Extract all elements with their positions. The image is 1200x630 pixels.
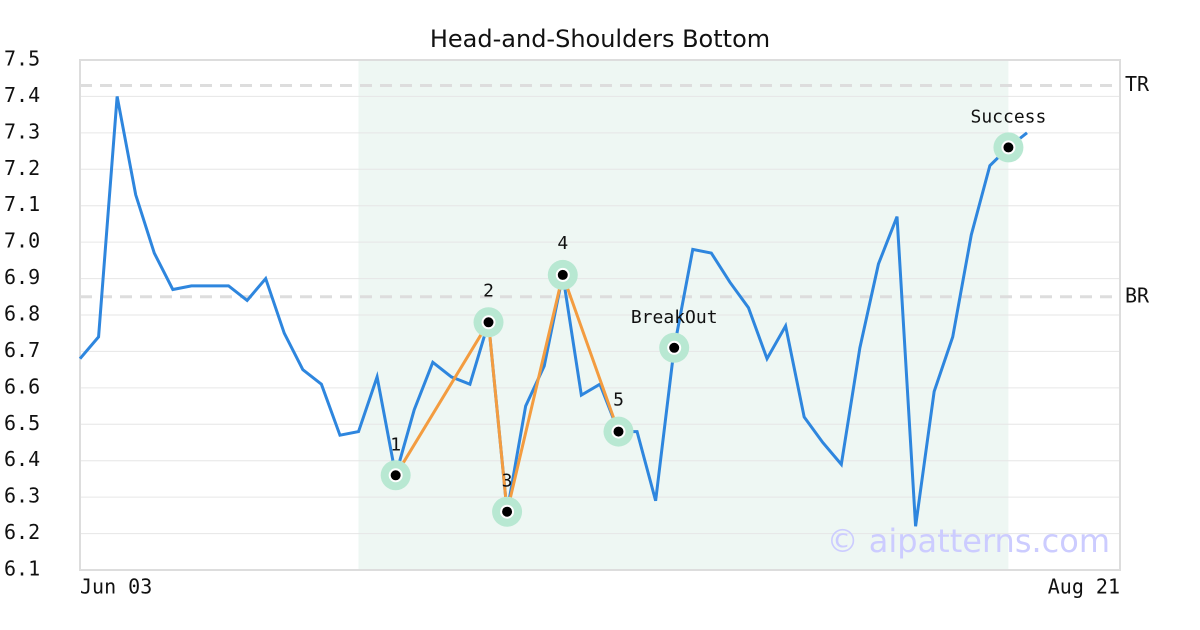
- point-dot: [481, 315, 496, 330]
- x-tick-label: Jun 03: [80, 575, 152, 599]
- y-tick-label: 6.3: [4, 484, 40, 508]
- watermark: © aipatterns.com: [827, 522, 1110, 560]
- y-tick-label: 6.9: [4, 265, 40, 289]
- point-label: BreakOut: [631, 307, 718, 328]
- chart-title: Head-and-Shoulders Bottom: [430, 25, 770, 53]
- y-tick-label: 6.7: [4, 338, 40, 362]
- point-label: Success: [971, 106, 1047, 127]
- point-dot: [388, 468, 403, 483]
- point-dot: [1001, 140, 1016, 155]
- plot-frame: [79, 59, 1121, 571]
- point-label: 3: [502, 471, 513, 492]
- y-tick-label: 6.1: [4, 557, 40, 581]
- point-label: 2: [483, 280, 494, 301]
- point-label: 4: [557, 233, 568, 254]
- point-dot: [500, 504, 515, 519]
- y-tick-label: 6.2: [4, 520, 40, 544]
- x-tick-label: Aug 21: [1048, 575, 1120, 599]
- y-tick-label: 7.2: [4, 156, 40, 180]
- level-label: BR: [1125, 283, 1150, 307]
- y-tick-label: 7.5: [4, 47, 40, 71]
- y-tick-label: 7.1: [4, 192, 40, 216]
- y-tick-label: 7.4: [4, 83, 40, 107]
- y-tick-label: 7.0: [4, 229, 40, 253]
- level-label: TR: [1125, 72, 1150, 96]
- y-tick-label: 7.3: [4, 119, 40, 143]
- point-dot: [611, 424, 626, 439]
- point-dot: [555, 267, 570, 282]
- y-tick-label: 6.5: [4, 411, 40, 435]
- point-label: 5: [613, 390, 624, 411]
- y-tick-label: 6.6: [4, 374, 40, 398]
- point-label: 1: [390, 434, 401, 455]
- point-dot: [667, 340, 682, 355]
- y-tick-label: 6.4: [4, 447, 40, 471]
- y-tick-label: 6.8: [4, 302, 40, 326]
